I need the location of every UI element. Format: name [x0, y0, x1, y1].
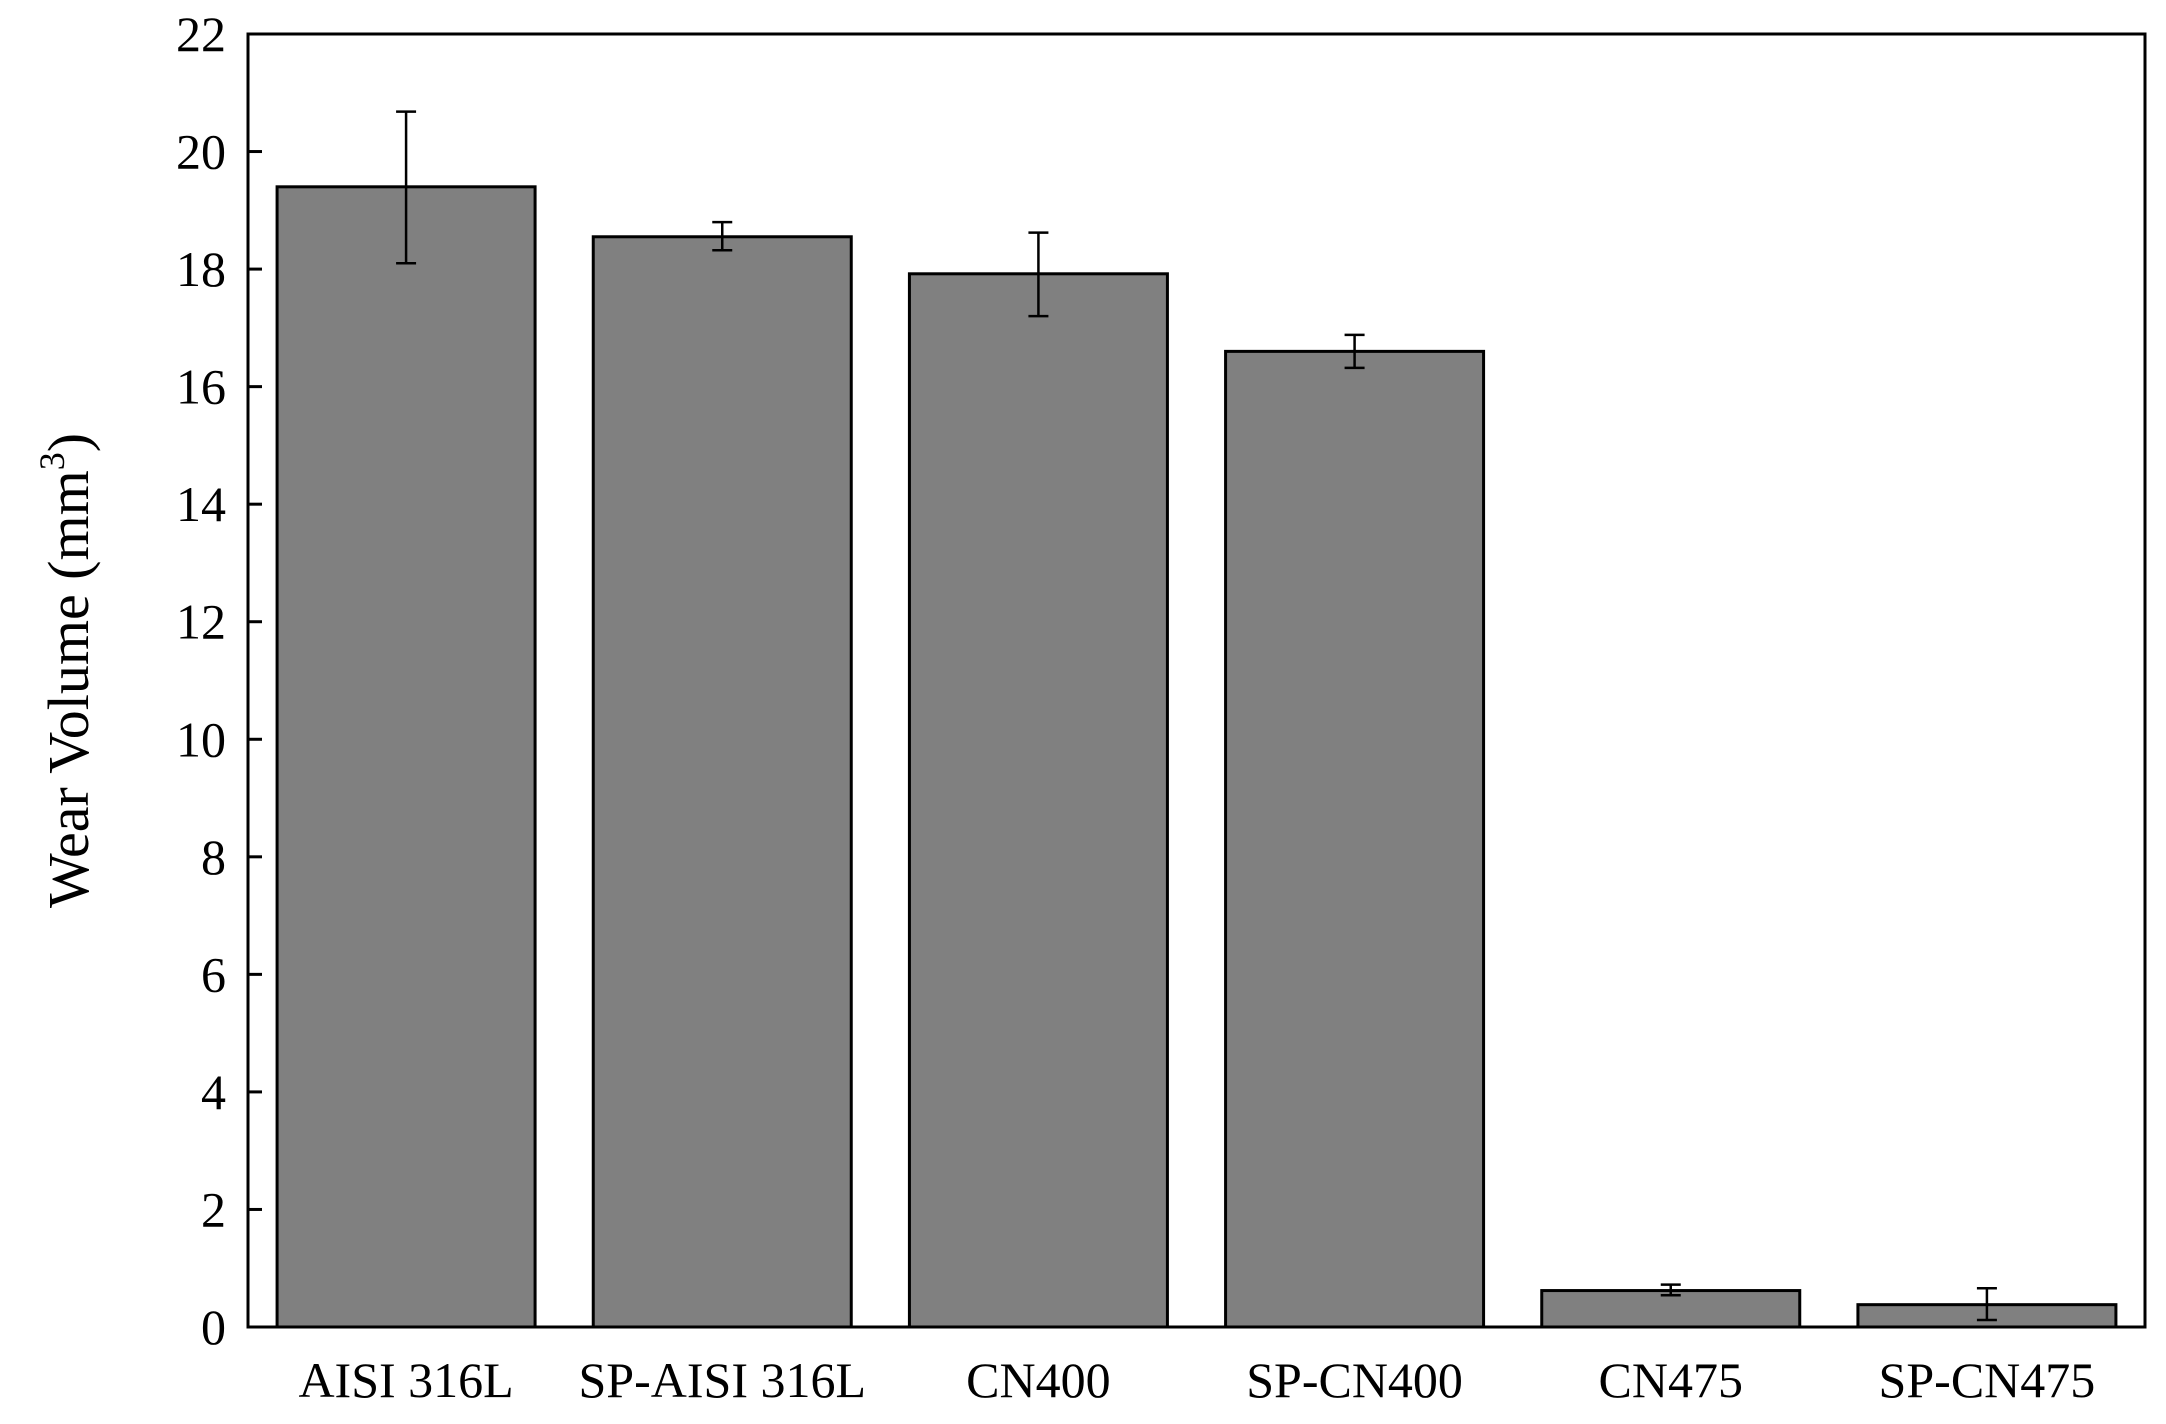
y-tick-label: 14: [176, 476, 226, 532]
y-tick-label: 0: [201, 1299, 226, 1355]
x-category-label: CN400: [966, 1352, 1110, 1408]
x-category-label: SP-CN400: [1246, 1352, 1463, 1408]
y-tick-label: 12: [176, 594, 226, 650]
x-category-label: SP-AISI 316L: [578, 1352, 866, 1408]
y-tick-label: 16: [176, 359, 226, 415]
error-bars-layer: [396, 110, 1997, 1322]
y-tick-label: 8: [201, 829, 226, 885]
x-category-label: AISI 316L: [298, 1352, 513, 1408]
y-tick-label: 10: [176, 711, 226, 767]
bar: [591, 235, 853, 1329]
y-axis-label-superscript: 3: [32, 452, 72, 470]
y-axis-ticks: 0 2 4 6 8 10 12 14 16 18 20 22: [176, 6, 262, 1355]
bars-layer: [275, 185, 2118, 1329]
x-category-label: CN475: [1599, 1352, 1743, 1408]
bar: [907, 272, 1169, 1329]
y-axis-label-main: Wear Volume (mm: [36, 470, 101, 908]
bar: [275, 185, 537, 1329]
y-tick-label: 4: [201, 1064, 226, 1120]
plot-frame: [246, 32, 2147, 1329]
y-tick-label: 18: [176, 241, 226, 297]
y-tick-label: 22: [176, 6, 226, 62]
x-category-label: SP-CN475: [1879, 1352, 2096, 1408]
x-axis-category-labels: AISI 316L SP-AISI 316L CN400 SP-CN400 CN475 S…: [298, 1352, 2095, 1408]
y-tick-label: 2: [201, 1181, 226, 1237]
y-axis-label: Wear Volume (mm3): [32, 433, 101, 908]
y-axis-label-suffix: ): [36, 433, 101, 452]
y-tick-label: 6: [201, 946, 226, 1002]
bar: [1224, 349, 1486, 1329]
y-tick-label: 20: [176, 124, 226, 180]
